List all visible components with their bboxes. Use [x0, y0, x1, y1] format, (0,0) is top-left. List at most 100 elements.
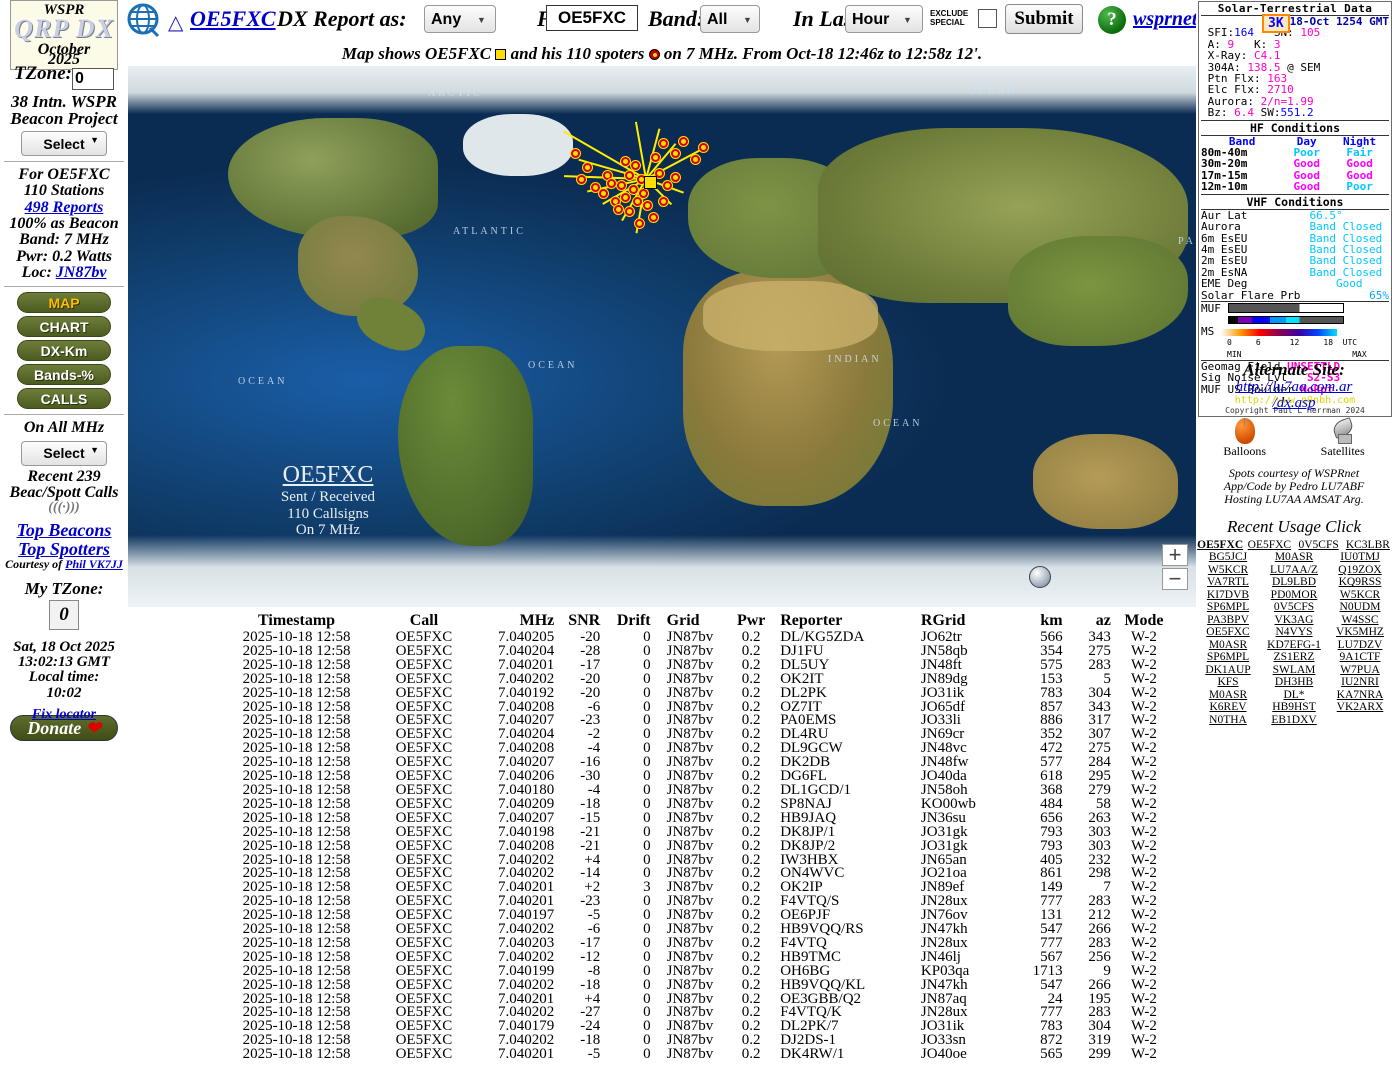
top-beacons-link[interactable]: Top Beacons	[16, 520, 112, 541]
cell-rgrid[interactable]: JO65df	[920, 698, 966, 715]
cell-grid[interactable]: JN87bv	[666, 893, 714, 910]
cell-call[interactable]: OE5FXC	[395, 865, 453, 882]
cell-call[interactable]: OE5FXC	[395, 934, 453, 951]
cell-grid[interactable]: JN87bv	[666, 809, 714, 826]
alternate-site-url-line2[interactable]: /dx.asp	[1272, 394, 1316, 411]
table-row[interactable]: 2025-10-18 12:58 OE5FXC 7.040202 -6 0 JN87bv 0…	[212, 921, 1177, 938]
chart-button[interactable]: CHART	[17, 316, 111, 338]
table-row[interactable]: 2025-10-18 12:58 OE5FXC 7.040208 -6 0 JN87bv 0…	[212, 698, 1177, 715]
cell-reporter[interactable]: DK8JP/2	[780, 837, 836, 854]
recent-call-link[interactable]: M0ASR	[1274, 551, 1314, 564]
report-callsign-link[interactable]: OE5FXC	[190, 6, 276, 31]
recent-call-link[interactable]: VK2ARX	[1336, 701, 1384, 714]
cell-grid[interactable]: JN87bv	[666, 629, 714, 645]
cell-grid[interactable]: JN87bv	[666, 837, 714, 854]
cell-rgrid[interactable]: KP03qa	[920, 962, 970, 979]
col-call[interactable]: Call	[409, 612, 439, 629]
cell-rgrid[interactable]: JN48ft	[920, 656, 962, 673]
table-row[interactable]: 2025-10-18 12:58 OE5FXC 7.040201 -17 0 JN87bv…	[212, 656, 1177, 673]
cell-reporter[interactable]: OE6PJF	[780, 907, 831, 924]
recent-call-link[interactable]: IU2NRI	[1341, 676, 1379, 689]
cell-call[interactable]: OE5FXC	[395, 948, 453, 965]
cell-rgrid[interactable]: JO33sn	[920, 1032, 966, 1049]
cell-call[interactable]: OE5FXC	[395, 656, 453, 673]
cell-reporter[interactable]: HB9VQQ/RS	[780, 921, 864, 938]
recent-call-link[interactable]: DL9LBD	[1271, 576, 1317, 589]
exclude-special-checkbox[interactable]	[978, 9, 997, 28]
recent-call-link[interactable]: DH3HB	[1274, 676, 1314, 689]
recent-call-link[interactable]: HB9HST	[1272, 701, 1316, 714]
cell-rgrid[interactable]: JN76ov	[920, 907, 968, 924]
cell-rgrid[interactable]: JN65an	[920, 851, 967, 868]
reports-link[interactable]: 498 Reports	[24, 198, 104, 216]
cell-call[interactable]: OE5FXC	[395, 629, 453, 645]
cell-rgrid[interactable]: JN69cr	[920, 726, 965, 743]
cell-rgrid[interactable]: JO40da	[920, 768, 967, 785]
cell-reporter[interactable]: OE3GBB/Q2	[780, 990, 862, 1007]
col-drift[interactable]: Drift	[616, 612, 651, 629]
cell-call[interactable]: OE5FXC	[395, 990, 453, 1007]
recent-call-link[interactable]: KD7EFG-1	[1267, 638, 1321, 651]
cell-grid[interactable]: JN87bv	[666, 907, 714, 924]
table-row[interactable]: 2025-10-18 12:58 OE5FXC 7.040201 +4 0 JN87bv 0…	[212, 990, 1177, 1007]
cell-grid[interactable]: JN87bv	[666, 726, 714, 743]
cell-rgrid[interactable]: JO21oa	[920, 865, 967, 882]
cell-call[interactable]: OE5FXC	[395, 809, 453, 826]
table-row[interactable]: 2025-10-18 12:58 OE5FXC 7.040209 -18 0 JN87bv…	[212, 795, 1177, 812]
cell-call[interactable]: OE5FXC	[395, 823, 453, 840]
cell-call[interactable]: OE5FXC	[395, 1018, 453, 1035]
cell-call[interactable]: OE5FXC	[395, 642, 453, 659]
all-mhz-select[interactable]: Select	[21, 440, 107, 466]
recent-call-link[interactable]: SP6MPL	[1206, 601, 1250, 614]
recent-call-link[interactable]: EB1DXV	[1271, 713, 1317, 726]
cell-call[interactable]: OE5FXC	[395, 837, 453, 854]
cell-reporter[interactable]: F4VTQ/S	[780, 893, 840, 910]
cell-grid[interactable]: JN87bv	[666, 851, 714, 868]
recent-call-link[interactable]: W7PUA	[1340, 663, 1380, 676]
cell-reporter[interactable]: DJ2DS-1	[780, 1032, 837, 1049]
cell-grid[interactable]: JN87bv	[666, 795, 714, 812]
recent-call-link[interactable]: W5KCR	[1339, 588, 1381, 601]
alternate-site-url-line1[interactable]: http://lu7aa.com.ar	[1235, 379, 1353, 395]
k-index-badge[interactable]: 3K	[1262, 14, 1290, 33]
globe-icon[interactable]	[124, 2, 162, 43]
report-as-select[interactable]: Any	[424, 5, 496, 33]
cell-call[interactable]: OE5FXC	[395, 907, 453, 924]
table-row[interactable]: 2025-10-18 12:58 OE5FXC 7.040204 -2 0 JN87bv 0…	[212, 726, 1177, 743]
cell-reporter[interactable]: ON4WVC	[780, 865, 845, 882]
recent-call-link[interactable]: VA7RTL	[1207, 576, 1249, 589]
table-row[interactable]: 2025-10-18 12:58 OE5FXC 7.040203 -17 0 JN87bv…	[212, 934, 1177, 951]
cell-grid[interactable]: JN87bv	[666, 698, 714, 715]
recent-call-link[interactable]: SWLAM	[1272, 663, 1316, 676]
cell-grid[interactable]: JN87bv	[666, 823, 714, 840]
table-row[interactable]: 2025-10-18 12:58 OE5FXC 7.040205 -20 0 JN87bv…	[212, 629, 1177, 645]
table-row[interactable]: 2025-10-18 12:58 OE5FXC 7.040201 -5 0 JN87bv 0…	[212, 1047, 1177, 1062]
cell-rgrid[interactable]: JN58qb	[920, 642, 968, 659]
recent-call-link[interactable]: PD0MOR	[1270, 588, 1318, 601]
table-row[interactable]: 2025-10-18 12:58 OE5FXC 7.040204 -28 0 JN87bv…	[212, 642, 1177, 659]
band-select[interactable]: All	[700, 5, 760, 33]
recent-call-link[interactable]: 9A1CTF	[1339, 651, 1381, 664]
triangle-icon[interactable]: △	[168, 12, 184, 34]
cell-call[interactable]: OE5FXC	[395, 1004, 453, 1021]
beacon-project-select[interactable]: Select	[21, 131, 107, 156]
table-row[interactable]: 2025-10-18 12:58 OE5FXC 7.040202 -14 0 JN87bv…	[212, 865, 1177, 882]
cell-grid[interactable]: JN87bv	[666, 642, 714, 659]
cell-rgrid[interactable]: JO31gk	[920, 837, 968, 854]
courtesy-name-link[interactable]: Phil VK7JJ	[65, 557, 123, 572]
table-row[interactable]: 2025-10-18 12:58 OE5FXC 7.040201 -23 0 JN87bv…	[212, 893, 1177, 910]
cell-rgrid[interactable]: JN89dg	[920, 670, 968, 687]
cell-call[interactable]: OE5FXC	[395, 684, 453, 701]
cell-grid[interactable]: JN87bv	[666, 740, 714, 757]
col-grid[interactable]: Grid	[666, 612, 700, 629]
table-row[interactable]: 2025-10-18 12:58 OE5FXC 7.040198 -21 0 JN87bv…	[212, 823, 1177, 840]
cell-rgrid[interactable]: JO31ik	[920, 1018, 965, 1035]
cell-grid[interactable]: JN87bv	[666, 934, 714, 951]
table-row[interactable]: 2025-10-18 12:58 OE5FXC 7.040202 -18 0 JN87bv…	[212, 977, 1177, 993]
table-row[interactable]: 2025-10-18 12:58 OE5FXC 7.040180 -4 0 JN87bv 0…	[212, 783, 1177, 798]
cell-reporter[interactable]: SP8NAJ	[780, 795, 832, 812]
recent-call-link[interactable]: IU0TMJ	[1340, 551, 1380, 564]
cell-rgrid[interactable]: JN47kh	[920, 921, 968, 938]
col-pwr[interactable]: Pwr	[736, 612, 766, 629]
recent-call-link[interactable]: VK3AG	[1274, 613, 1314, 626]
